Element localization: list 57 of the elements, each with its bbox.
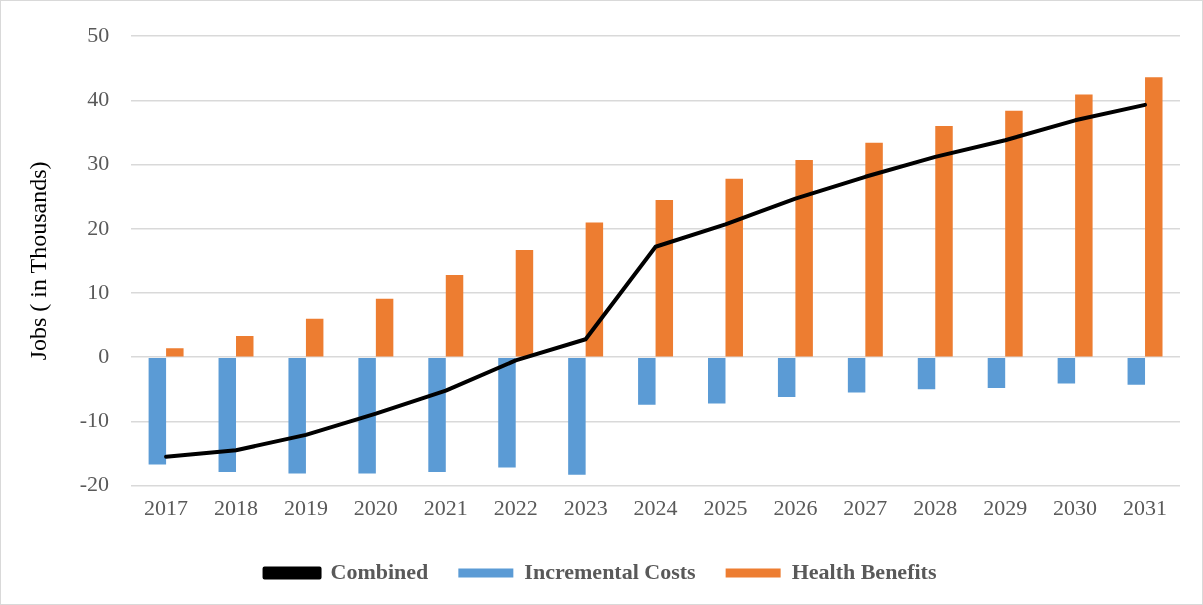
y-tick-label: 40 (87, 86, 110, 112)
bar (638, 357, 656, 405)
y-axis-title: Jobs ( in Thousands) (24, 161, 51, 361)
bar (148, 357, 167, 465)
bar (725, 178, 743, 357)
x-tick-label: 2027 (843, 494, 888, 520)
bar (935, 126, 953, 357)
bar (218, 357, 237, 473)
bar (917, 357, 936, 390)
y-tick-label: -10 (79, 407, 110, 433)
bar (655, 199, 674, 357)
bar (865, 142, 883, 357)
y-tick-label: 30 (87, 150, 110, 176)
x-tick-label: 2023 (563, 494, 608, 520)
bar (305, 318, 324, 357)
bar (1057, 357, 1076, 384)
x-tick-label: 2022 (493, 494, 538, 520)
bar (445, 275, 464, 357)
x-tick-label: 2029 (983, 494, 1028, 520)
bar (795, 160, 813, 357)
bar (358, 357, 376, 474)
bar (1145, 77, 1163, 357)
x-tick-label: 2030 (1053, 494, 1098, 520)
y-tick-label: 50 (87, 21, 110, 47)
bar (498, 357, 516, 468)
y-tick-label: 20 (87, 214, 110, 240)
bar (236, 336, 254, 357)
bar (288, 357, 306, 474)
x-tick-label: 2026 (773, 494, 818, 520)
bar (708, 357, 726, 404)
x-tick-label: 2020 (353, 494, 398, 520)
bar (847, 357, 866, 393)
x-tick-label: 2017 (144, 494, 189, 520)
legend-label: Incremental Costs (524, 558, 697, 584)
bar (987, 357, 1006, 389)
bar (515, 249, 534, 357)
x-tick-label: 2021 (423, 494, 468, 520)
bar (585, 222, 604, 357)
x-tick-label: 2024 (633, 494, 678, 520)
bar (375, 298, 394, 357)
bar (568, 357, 586, 475)
bar (777, 357, 796, 397)
x-tick-label: 2025 (703, 494, 748, 520)
bar (166, 348, 184, 357)
x-tick-label: 2028 (913, 494, 958, 520)
x-tick-label: 2019 (283, 494, 328, 520)
x-tick-label: 2031 (1123, 494, 1168, 520)
bar (428, 357, 446, 473)
y-tick-label: 0 (98, 342, 110, 368)
y-tick-label: -20 (79, 471, 110, 497)
x-tick-label: 2018 (214, 494, 259, 520)
legend-label: Combined (330, 558, 429, 584)
bar (1005, 110, 1023, 357)
y-tick-label: 10 (87, 278, 110, 304)
bar (1075, 94, 1093, 357)
bar (1127, 357, 1146, 385)
legend-label: Health Benefits (791, 558, 937, 584)
